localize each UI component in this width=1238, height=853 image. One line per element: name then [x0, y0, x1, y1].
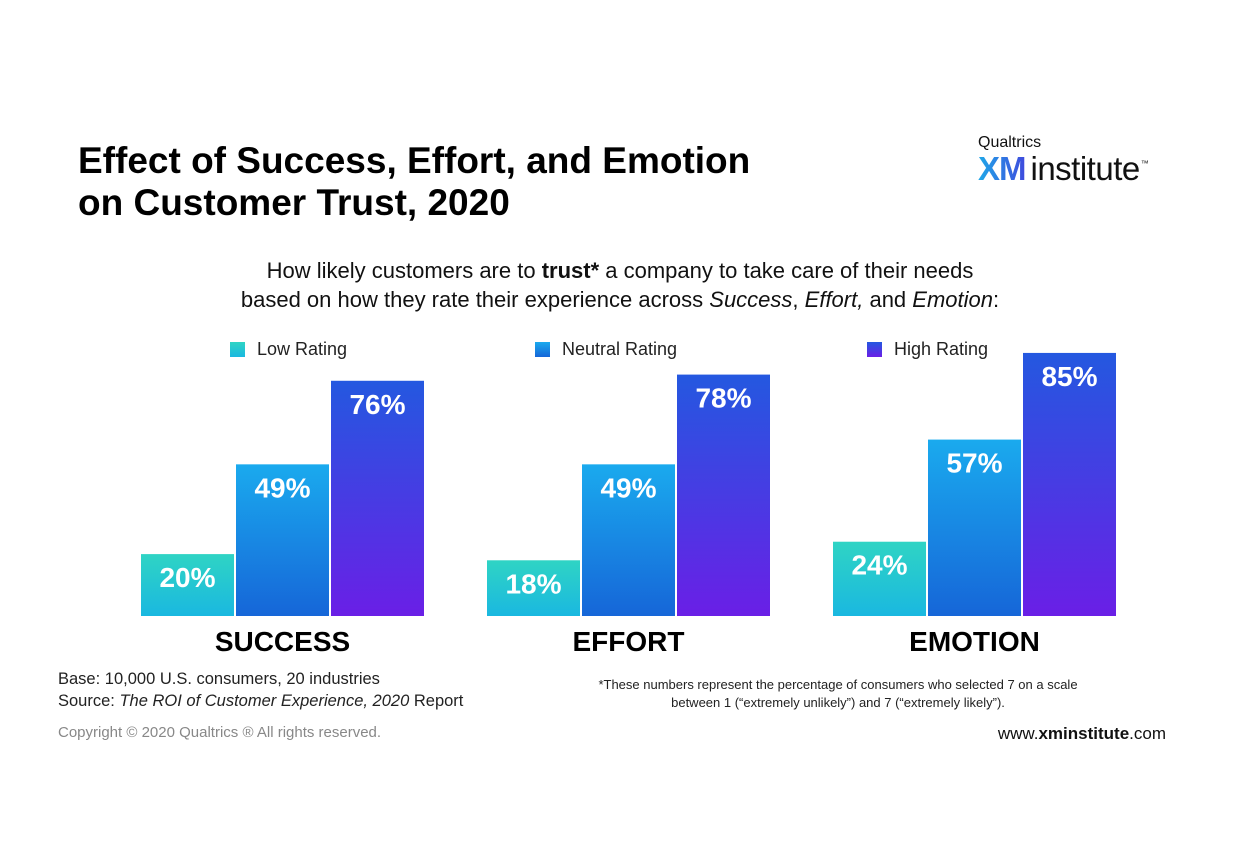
- xm-institute-logo: Qualtrics XM institute ™: [978, 134, 1178, 195]
- subtitle-trust: trust*: [541, 258, 600, 283]
- website-link[interactable]: www.xminstitute.com: [998, 724, 1166, 744]
- legend-label-high: High Rating: [894, 339, 989, 359]
- legend-label-low: Low Rating: [257, 339, 348, 359]
- legend-high-rating: High Rating: [867, 339, 988, 360]
- website-suffix: .com: [1129, 724, 1166, 743]
- legend-neutral-rating: Neutral Rating: [535, 339, 677, 360]
- base-source-note: Base: 10,000 U.S. consumers, 20 industri…: [58, 668, 463, 712]
- source-line: Source: The ROI of Customer Experience, …: [58, 690, 463, 712]
- subtitle-effort: Effort,: [804, 287, 864, 312]
- chart-title: Effect of Success, Effort, and Emotion o…: [78, 140, 838, 224]
- legend-label-neutral: Neutral Rating: [562, 339, 678, 359]
- subtitle-text: and: [863, 287, 913, 312]
- category-label-emotion: EMOTION: [909, 626, 1040, 657]
- legend-swatch-low: [230, 342, 245, 357]
- logo-qualtrics-text: Qualtrics: [978, 134, 1042, 151]
- category-label-success: SUCCESS: [215, 626, 350, 657]
- value-label-emotion-low: 24%: [851, 550, 907, 581]
- chart-title-line1: Effect of Success, Effort, and Emotion: [78, 140, 751, 181]
- value-label-effort-low: 18%: [505, 568, 561, 599]
- logo-xm-text: XM: [978, 150, 1026, 187]
- value-label-effort-high: 78%: [695, 383, 751, 414]
- logo-institute-text: institute: [1030, 150, 1141, 187]
- chart-subtitle: How likely customers are to trust* a com…: [100, 256, 1140, 314]
- base-text: Base: 10,000 U.S. consumers, 20 industri…: [58, 670, 380, 688]
- value-label-success-neutral: 49%: [254, 472, 310, 503]
- bar-success-low: [141, 554, 234, 616]
- bar-emotion-neutral: [928, 439, 1021, 616]
- subtitle-success: Success: [709, 287, 793, 312]
- logo-tm-mark: ™: [1140, 159, 1149, 168]
- value-label-success-low: 20%: [159, 562, 215, 593]
- subtitle-text: How likely customers are to: [266, 258, 542, 283]
- bar-effort-low: [487, 560, 580, 616]
- value-label-emotion-neutral: 57%: [946, 448, 1002, 479]
- source-suffix: Report: [409, 692, 464, 710]
- footnote-line2: between 1 (“extremely unlikely”) and 7 (…: [671, 695, 1005, 710]
- subtitle-emotion: Emotion: [912, 287, 993, 312]
- value-label-effort-neutral: 49%: [600, 472, 656, 503]
- footnote-line1: *These numbers represent the percentage …: [598, 677, 1078, 692]
- subtitle-text: based on how they rate their experience …: [240, 287, 710, 312]
- bar-success-neutral: [236, 464, 329, 616]
- website-prefix: www.: [997, 724, 1039, 743]
- legend-swatch-neutral: [535, 342, 550, 357]
- legend-swatch-high: [867, 342, 882, 357]
- value-label-emotion-high: 85%: [1041, 361, 1097, 392]
- bar-success-high: [331, 380, 424, 616]
- subtitle-text: ,: [792, 287, 805, 312]
- subtitle-text: :: [993, 287, 1000, 312]
- website-domain: xminstitute: [1038, 724, 1130, 743]
- bar-effort-high: [677, 374, 770, 616]
- subtitle-line1: How likely customers are to trust* a com…: [100, 256, 1140, 285]
- footnote: *These numbers represent the percentage …: [548, 676, 1128, 712]
- chart-title-line2: on Customer Trust, 2020: [78, 182, 510, 223]
- bar-effort-neutral: [582, 464, 675, 616]
- source-prefix: Source:: [58, 692, 120, 710]
- copyright-text: Copyright © 2020 Qualtrics ® All rights …: [58, 724, 382, 741]
- subtitle-line2: based on how they rate their experience …: [100, 285, 1140, 314]
- category-label-effort: EFFORT: [573, 626, 685, 657]
- source-title: The ROI of Customer Experience, 2020: [119, 692, 410, 710]
- bar-emotion-high: [1023, 352, 1116, 616]
- legend-low-rating: Low Rating: [230, 339, 347, 360]
- value-label-success-high: 76%: [349, 389, 405, 420]
- bar-emotion-low: [833, 541, 926, 616]
- subtitle-text: a company to take care of their needs: [599, 258, 974, 283]
